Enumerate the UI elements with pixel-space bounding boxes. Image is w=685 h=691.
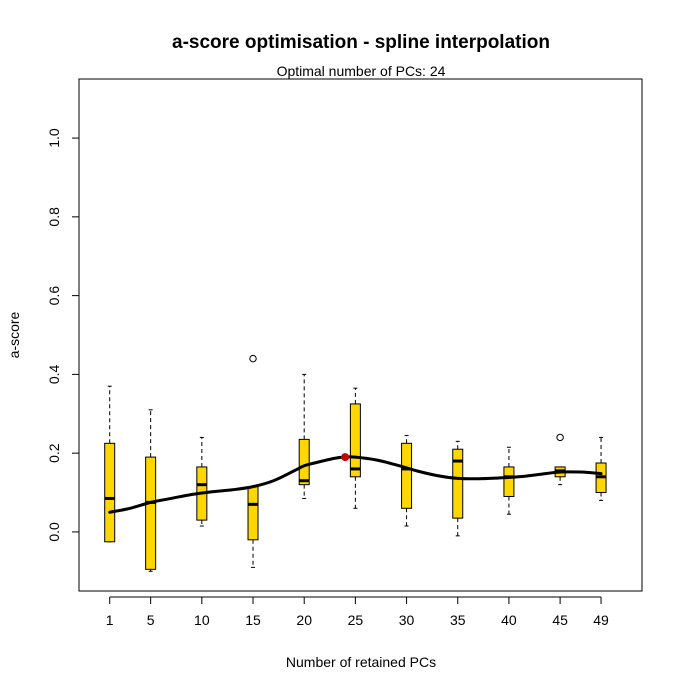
x-axis-label: Number of retained PCs bbox=[286, 654, 436, 670]
x-tick-label: 15 bbox=[245, 612, 261, 628]
box-body bbox=[247, 486, 259, 541]
box-body bbox=[503, 466, 515, 497]
y-axis: 0.0 0.2 0.4 0.6 0.8 1.0 bbox=[46, 128, 80, 542]
outlier-point bbox=[249, 354, 257, 363]
box-body bbox=[452, 448, 464, 519]
y-tick-label: 0.8 bbox=[46, 207, 62, 227]
outlier-point bbox=[556, 433, 564, 442]
x-tick-label: 35 bbox=[450, 612, 466, 628]
box-pc-30 bbox=[401, 434, 413, 527]
y-tick-label: 1.0 bbox=[46, 128, 62, 148]
y-tick-label: 0.6 bbox=[46, 286, 62, 306]
box-body bbox=[349, 403, 361, 478]
box-pc-15 bbox=[247, 354, 259, 568]
x-tick-label: 5 bbox=[147, 612, 155, 628]
boxplots bbox=[104, 354, 607, 572]
box-body bbox=[401, 442, 413, 509]
box-pc-40 bbox=[503, 446, 515, 515]
x-tick-label: 45 bbox=[552, 612, 568, 628]
box-pc-25 bbox=[349, 387, 361, 509]
x-tick-label: 49 bbox=[593, 612, 609, 628]
x-tick-label: 25 bbox=[348, 612, 364, 628]
x-tick-label: 20 bbox=[296, 612, 312, 628]
y-tick-label: 0.0 bbox=[46, 522, 62, 542]
x-tick-label: 30 bbox=[399, 612, 415, 628]
x-tick-label: 10 bbox=[194, 612, 210, 628]
chart-title: a-score optimisation - spline interpolat… bbox=[172, 32, 550, 53]
box-pc-45 bbox=[554, 433, 566, 486]
box-body bbox=[145, 456, 157, 570]
x-axis: 1 5 10 15 20 25 30 35 40 45 49 bbox=[106, 596, 609, 628]
optimum-point bbox=[341, 453, 350, 462]
x-tick-label: 1 bbox=[106, 612, 114, 628]
box-body bbox=[104, 442, 116, 543]
y-tick-label: 0.4 bbox=[46, 364, 62, 384]
spline-layer bbox=[108, 453, 603, 514]
box-pc-49 bbox=[595, 436, 607, 501]
x-tick-label: 40 bbox=[501, 612, 517, 628]
box-pc-20 bbox=[298, 373, 310, 499]
box-pc-35 bbox=[452, 440, 464, 537]
box-pc-10 bbox=[196, 436, 208, 527]
y-axis-label: a-score bbox=[6, 311, 22, 358]
box-pc-5 bbox=[145, 409, 157, 572]
box-body bbox=[298, 438, 310, 486]
plot-frame bbox=[78, 78, 643, 592]
box-pc-1 bbox=[104, 385, 116, 543]
chart-subtitle: Optimal number of PCs: 24 bbox=[277, 63, 446, 79]
y-tick-label: 0.2 bbox=[46, 443, 62, 463]
